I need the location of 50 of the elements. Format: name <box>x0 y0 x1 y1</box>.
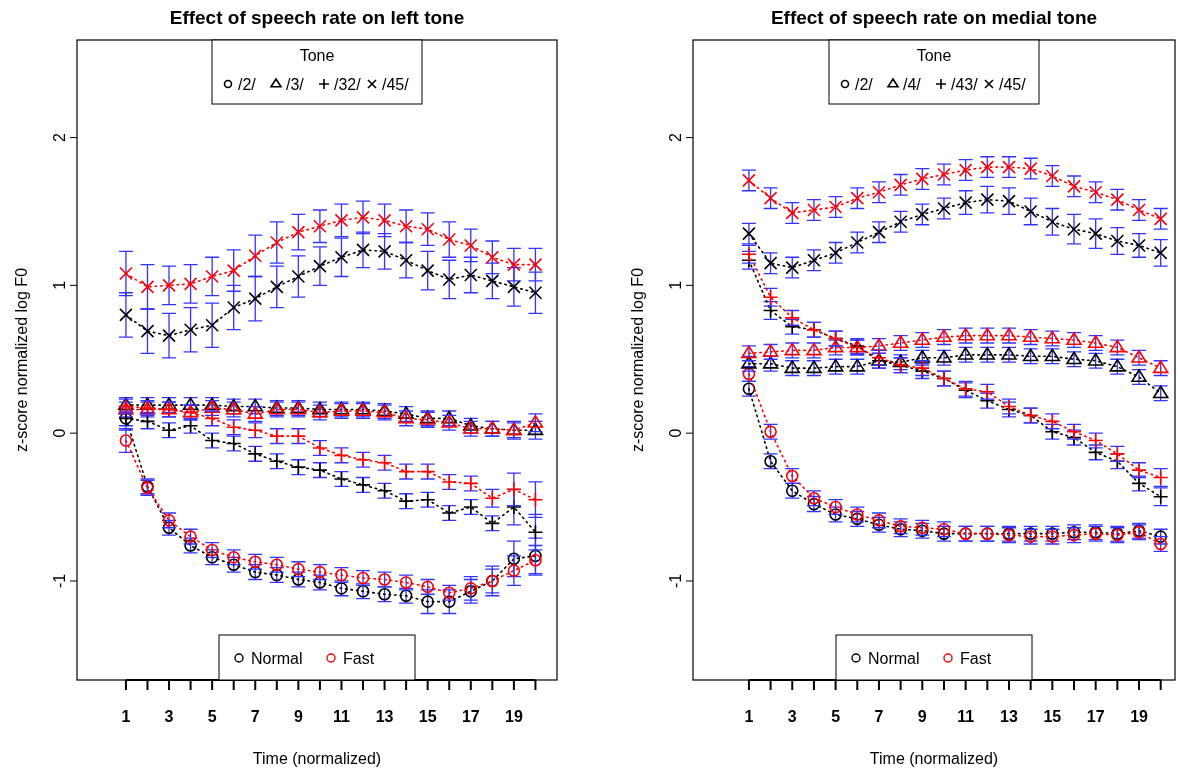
legend-label: /43/ <box>951 76 979 93</box>
x-tick-label: 5 <box>207 708 217 725</box>
x-tick-label: 15 <box>1043 708 1062 725</box>
legend-label: /2/ <box>238 76 257 93</box>
x-tick-label: 1 <box>121 708 131 725</box>
annotation: Normal <box>251 650 303 667</box>
y-tick-label: 1 <box>51 280 68 290</box>
y-tick-label: 0 <box>51 428 68 438</box>
x-axis-title: Time (normalized) <box>252 750 382 767</box>
x-tick-label: 13 <box>1000 708 1018 725</box>
y-tick-label: -1 <box>667 573 684 589</box>
y-tick-label: 2 <box>667 133 684 143</box>
x-tick-label: 5 <box>831 708 841 725</box>
x-tick-label: 19 <box>504 708 523 725</box>
y-tick-label: 0 <box>667 428 684 438</box>
x-tick-label: 15 <box>418 708 437 725</box>
annotation: Fast <box>960 650 992 667</box>
legend-label: /45/ <box>382 76 410 93</box>
annotation: Fast <box>343 650 375 667</box>
rate-legend: Normal Fast <box>835 634 1033 681</box>
x-axis-title: Time (normalized) <box>869 750 999 767</box>
legend-label: /3/ <box>286 76 305 93</box>
annotation: Normal <box>868 650 920 667</box>
x-tick-label: 9 <box>293 708 303 725</box>
x-tick-label: 7 <box>874 708 884 725</box>
x-tick-label: 3 <box>787 708 797 725</box>
y-axis-title: z-score normalized log F0 <box>629 267 646 453</box>
chart-title: Effect of speech rate on medial tone <box>770 7 1098 28</box>
legend-label: /4/ <box>903 76 922 93</box>
x-tick-label: 11 <box>333 708 351 725</box>
legend-label: /2/ <box>855 76 874 93</box>
legend-label: /32/ <box>334 76 362 93</box>
y-tick-label: -1 <box>51 573 68 589</box>
x-tick-label: 17 <box>1086 708 1105 725</box>
x-tick-label: 9 <box>917 708 927 725</box>
y-axis-title: z-score normalized log F0 <box>13 267 30 453</box>
legend-label: /45/ <box>999 76 1027 93</box>
rate-legend: Normal Fast <box>218 634 416 681</box>
x-tick-label: 7 <box>250 708 260 725</box>
y-tick-label: 1 <box>667 280 684 290</box>
chart-title: Effect of speech rate on left tone <box>169 7 465 28</box>
legend-title: Tone <box>299 47 335 64</box>
x-tick-label: 11 <box>957 708 975 725</box>
legend-title: Tone <box>916 47 952 64</box>
x-tick-label: 17 <box>461 708 480 725</box>
x-tick-label: 3 <box>164 708 174 725</box>
x-tick-label: 19 <box>1130 708 1149 725</box>
x-tick-label: 1 <box>744 708 754 725</box>
x-tick-label: 13 <box>375 708 394 725</box>
y-tick-label: 2 <box>51 133 68 143</box>
